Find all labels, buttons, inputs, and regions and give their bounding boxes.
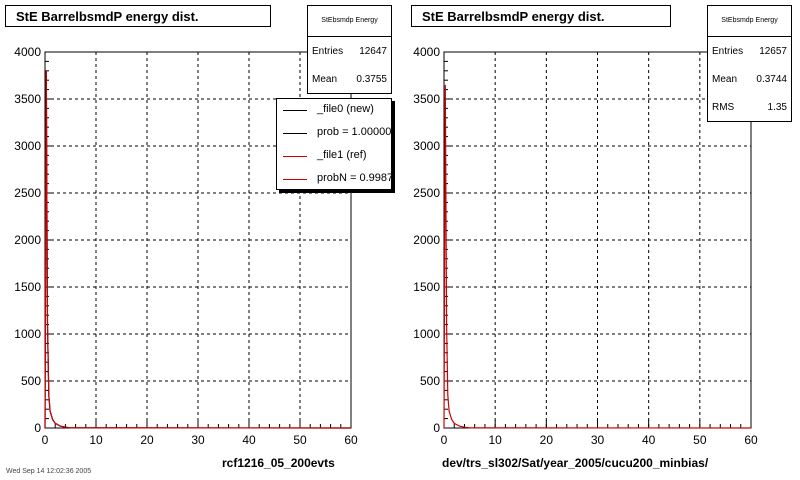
y-tick-label: 1000 xyxy=(413,327,440,341)
y-tick-label: 4000 xyxy=(14,45,41,59)
legend-line-swatch xyxy=(283,156,307,157)
stats-value: 12647 xyxy=(359,45,387,57)
legend-entry: prob = 1.000000 xyxy=(277,122,391,145)
x-tick-label: 20 xyxy=(540,433,554,447)
right-stats-row-rms: RMS 1.35 xyxy=(708,93,791,121)
right-histogram-chart: 0 10 20 30 40 50 60 0 500 1000 1500 2000 2500 3000 350… xyxy=(413,45,758,447)
left-stats-row-mean: Mean 0.3755 xyxy=(308,65,391,93)
x-tick-label: 40 xyxy=(242,433,256,447)
stats-value: 0.3755 xyxy=(356,73,387,85)
legend-entry: _file1 (ref) xyxy=(277,145,391,168)
right-stats-name: StEbsmdp Energy xyxy=(708,6,791,37)
y-tick-label: 2500 xyxy=(14,186,41,200)
left-stats-row-entries: Entries 12647 xyxy=(308,37,391,65)
right-stats-row-mean: Mean 0.3744 xyxy=(708,65,791,93)
y-tick-label: 2000 xyxy=(413,233,440,247)
legend-line-swatch xyxy=(283,110,307,111)
stats-label: RMS xyxy=(712,101,735,113)
right-stats-box: StEbsmdp Energy Entries 12657 Mean 0.374… xyxy=(707,5,792,122)
x-tick-label: 60 xyxy=(344,433,358,447)
left-footer-label: rcf1216_05_200evts xyxy=(222,456,335,470)
timestamp-note: Wed Sep 14 12:02:36 2005 xyxy=(6,468,92,475)
legend-label: probN = 0.998720 xyxy=(317,172,392,184)
legend-label: prob = 1.000000 xyxy=(317,126,392,138)
right-stats-row-entries: Entries 12657 xyxy=(708,37,791,65)
legend-label: _file1 (ref) xyxy=(317,149,367,161)
x-tick-label: 30 xyxy=(591,433,605,447)
stats-label: Entries xyxy=(712,45,744,57)
y-tick-label: 4000 xyxy=(413,45,440,59)
y-tick-label: 0 xyxy=(433,421,440,435)
x-tick-label: 50 xyxy=(693,433,707,447)
stats-value: 0.3744 xyxy=(756,73,787,85)
right-histogram-title: StE BarrelbsmdP energy dist. xyxy=(411,5,671,27)
y-tick-label: 3000 xyxy=(14,139,41,153)
legend-entry: _file0 (new) xyxy=(277,99,391,122)
x-tick-label: 10 xyxy=(488,433,502,447)
x-tick-label: 10 xyxy=(89,433,103,447)
x-tick-label: 60 xyxy=(744,433,758,447)
stats-label: Mean xyxy=(712,73,738,85)
y-tick-label: 2500 xyxy=(413,186,440,200)
legend-entry: probN = 0.998720 xyxy=(277,168,392,189)
right-footer-label: dev/trs_sl302/Sat/year_2005/cucu200_minb… xyxy=(442,456,709,470)
y-tick-label: 0 xyxy=(34,421,41,435)
x-tick-label: 40 xyxy=(642,433,656,447)
right-histogram-panel: 0 10 20 30 40 50 60 0 500 1000 1500 2000 2500 3000 350… xyxy=(400,0,800,480)
left-legend: _file0 (new) prob = 1.000000 _file1 (ref… xyxy=(276,98,392,190)
stats-label: Entries xyxy=(312,45,344,57)
series-line-0 xyxy=(443,84,752,429)
legend-line-swatch xyxy=(283,133,307,134)
stats-value: 12657 xyxy=(759,45,787,57)
y-tick-label: 3500 xyxy=(413,92,440,106)
x-tick-label: 0 xyxy=(42,433,49,447)
legend-line-swatch xyxy=(283,179,307,180)
x-tick-label: 30 xyxy=(191,433,205,447)
left-histogram-panel: 0 10 20 30 40 50 60 0 500 1000 1500 2000 2500 3000 350… xyxy=(5,5,392,470)
y-tick-label: 3500 xyxy=(14,92,41,106)
y-tick-label: 2000 xyxy=(14,233,41,247)
x-tick-label: 20 xyxy=(140,433,154,447)
legend-label: _file0 (new) xyxy=(317,103,374,115)
y-tick-label: 500 xyxy=(21,374,41,388)
y-tick-label: 1500 xyxy=(413,280,440,294)
left-histogram-title: StE BarrelbsmdP energy dist. xyxy=(5,5,271,27)
stats-label: Mean xyxy=(312,73,338,85)
series-line-1 xyxy=(44,70,352,429)
left-stats-box: StEbsmdp Energy Entries 12647 Mean 0.375… xyxy=(307,5,392,94)
x-tick-label: 0 xyxy=(441,433,448,447)
y-tick-label: 500 xyxy=(420,374,440,388)
stats-value: 1.35 xyxy=(767,101,787,113)
y-tick-label: 1000 xyxy=(14,327,41,341)
y-tick-label: 3000 xyxy=(413,139,440,153)
x-tick-label: 50 xyxy=(293,433,307,447)
y-tick-label: 1500 xyxy=(14,280,41,294)
left-stats-name: StEbsmdp Energy xyxy=(308,6,391,37)
left-histogram-chart: 0 10 20 30 40 50 60 0 500 1000 1500 2000 2500 3000 350… xyxy=(14,45,358,447)
